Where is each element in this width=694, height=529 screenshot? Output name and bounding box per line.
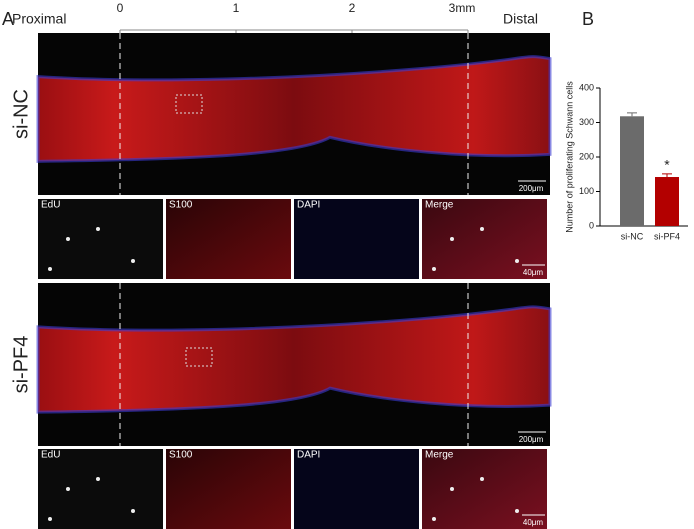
- inset-image: [38, 199, 163, 279]
- tissue: [36, 55, 552, 163]
- group-label: si-NC: [10, 89, 32, 139]
- scale-label: 2: [349, 1, 356, 15]
- significance: *: [664, 157, 670, 173]
- nucleus: [515, 509, 519, 513]
- nucleus: [66, 487, 70, 491]
- inset-label: DAPI: [297, 449, 320, 460]
- nucleus: [48, 267, 52, 271]
- scale-label: 3mm: [449, 1, 476, 15]
- y-tick-label: 400: [579, 82, 594, 92]
- nucleus: [48, 517, 52, 521]
- distal-label: Distal: [503, 11, 538, 27]
- nucleus: [131, 509, 135, 513]
- nucleus: [450, 237, 454, 241]
- y-tick-label: 300: [579, 117, 594, 127]
- nucleus: [515, 259, 519, 263]
- inset-label: EdU: [41, 199, 60, 210]
- inset-box: [175, 94, 203, 114]
- inset-image: [38, 449, 163, 529]
- y-tick-label: 0: [589, 220, 594, 230]
- panel-a: 0 1 2 3mm 200μm si-NC EdU S100 DAPI Merge 40μm 200μ…: [10, 1, 552, 529]
- bar: [620, 116, 644, 226]
- y-axis-label: Number of proliferating Schwann cells: [564, 81, 574, 233]
- x-tick-label: si-PF4: [654, 231, 680, 241]
- inset-label: Merge: [425, 449, 454, 460]
- inset-label: Merge: [425, 199, 454, 210]
- nucleus: [96, 227, 100, 231]
- error-bar: [627, 112, 637, 117]
- inset-image: [422, 199, 547, 279]
- inset-image: [294, 199, 419, 279]
- scale-bar-label: 200μm: [519, 184, 544, 193]
- inset-image: [294, 449, 419, 529]
- nucleus: [480, 477, 484, 481]
- panel-b: B Number of proliferating Schwann cells 0 1…: [564, 9, 688, 241]
- panel-label: B: [582, 9, 594, 29]
- nucleus: [66, 237, 70, 241]
- tissue: [36, 305, 552, 414]
- proximal-label: Proximal: [12, 11, 66, 27]
- inset-label: EdU: [41, 449, 60, 460]
- inset-image: [422, 449, 547, 529]
- inset-box: [185, 347, 213, 367]
- inset-image: [166, 449, 291, 529]
- group-label: si-PF4: [10, 336, 32, 394]
- nucleus: [450, 487, 454, 491]
- nucleus: [131, 259, 135, 263]
- inset-label: DAPI: [297, 199, 320, 210]
- inset-label: S100: [169, 449, 193, 460]
- bar: [655, 177, 679, 226]
- nucleus: [480, 227, 484, 231]
- panel-label: A: [2, 9, 14, 29]
- inset-scale-label: 40μm: [523, 268, 544, 277]
- inset-scale-label: 40μm: [523, 518, 544, 527]
- x-tick-label: si-NC: [621, 231, 644, 241]
- inset-image: [166, 199, 291, 279]
- inset-label: S100: [169, 199, 193, 210]
- nucleus: [432, 517, 436, 521]
- scale-label: 1: [233, 1, 240, 15]
- y-tick-label: 100: [579, 186, 594, 196]
- scale-bar-label: 200μm: [519, 435, 544, 444]
- y-tick-label: 200: [579, 151, 594, 161]
- nucleus: [96, 477, 100, 481]
- nucleus: [432, 267, 436, 271]
- error-bar: [662, 173, 672, 178]
- scale-label: 0: [117, 1, 124, 15]
